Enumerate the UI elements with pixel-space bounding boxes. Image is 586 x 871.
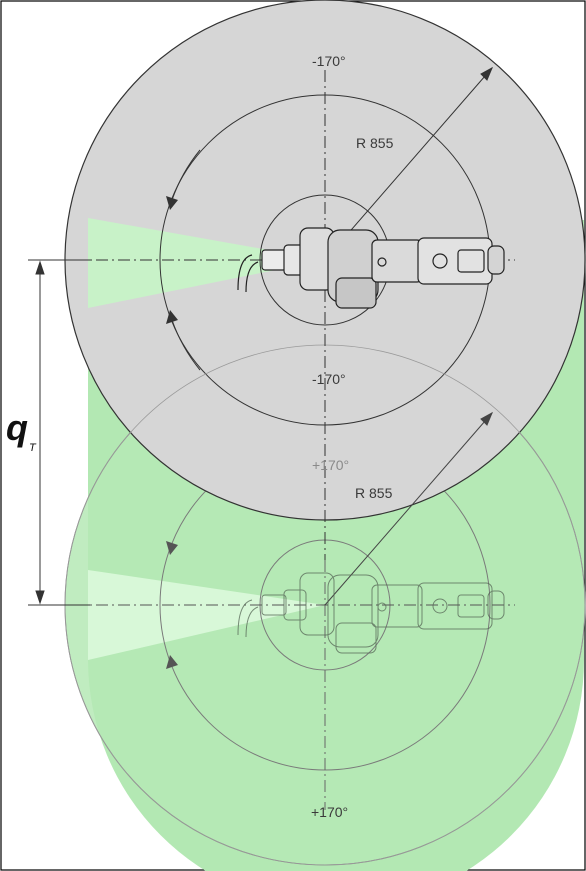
bottom-rotation-arrowhead-up [166,541,178,555]
top-rotation-arrows [171,149,201,371]
top-angle-label-lower: -170° [312,371,346,387]
top-rotation-arrowhead-down [166,310,178,324]
bottom-rotation-arrowhead-down [166,655,178,669]
q-t-subscript: T [29,442,37,454]
top-dead-zone [88,218,325,308]
q-t-symbol: q [6,407,28,448]
bottom-radius-arrow [324,411,494,606]
bottom-dead-zone [88,570,325,660]
top-radius-arrow [324,66,494,261]
q-t-dimension-line [35,260,45,605]
robot-arm-top [237,227,505,309]
robot-arm-bottom [237,572,505,654]
bottom-angle-label-lower: +170° [311,804,348,820]
top-radius-label: R 855 [356,135,394,151]
top-rotation-arrowhead-up [166,196,178,210]
bottom-radius-label: R 855 [355,485,393,501]
top-angle-label-upper: -170° [312,53,346,69]
bottom-angle-label-upper: +170° [312,457,349,473]
